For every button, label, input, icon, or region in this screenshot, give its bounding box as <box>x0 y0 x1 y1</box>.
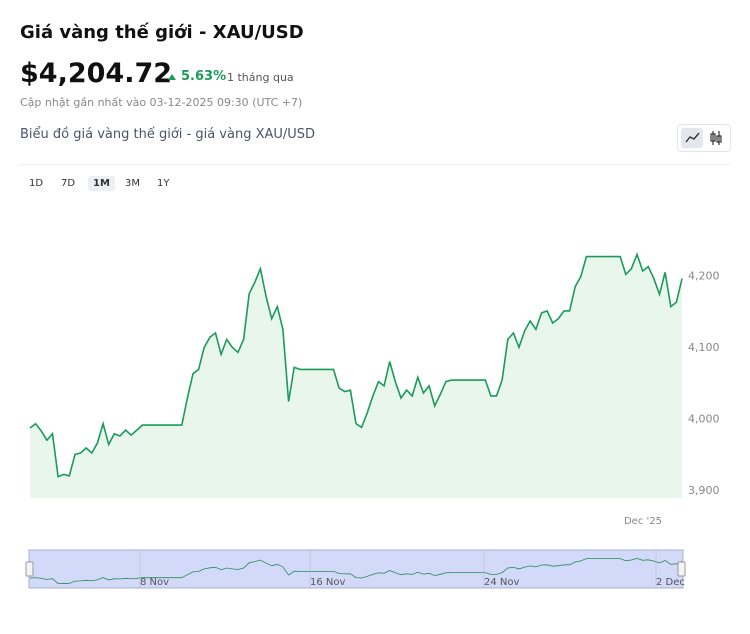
y-tick-label: 4,200 <box>688 270 720 283</box>
navigator <box>28 549 684 589</box>
navigator-label: 24 Nov <box>484 577 520 588</box>
chart-toggle <box>677 124 731 152</box>
period: 1 tháng qua <box>227 71 294 84</box>
separator <box>20 164 730 165</box>
title: Giá vàng thế giới - XAU/USD <box>20 22 304 43</box>
range-button[interactable]: 7D <box>61 178 76 189</box>
range-button[interactable]: 3M <box>125 178 140 189</box>
range-button[interactable]: 1M <box>88 176 115 191</box>
y-tick-label: 4,000 <box>688 412 720 425</box>
updated: Cập nhật gần nhất vào 03-12-2025 09:30 (… <box>20 96 303 109</box>
y-tick-label: 3,900 <box>688 484 720 497</box>
range-button[interactable]: 1D <box>29 178 44 189</box>
navigator-line <box>29 557 683 585</box>
change: 5.63% <box>181 69 227 84</box>
subtitle: Biểu đồ giá vàng thế giới - giá vàng XAU… <box>20 127 316 142</box>
navigator-label: 2 Dec <box>656 577 685 588</box>
price: $4,204.72 <box>20 58 173 89</box>
navigator-label: 8 Nov <box>140 577 169 588</box>
candle-icon[interactable] <box>710 131 722 145</box>
line-icon <box>685 132 700 143</box>
x-tick-label: Dec '25 <box>624 516 662 527</box>
price-line <box>29 252 683 478</box>
navigator-label: 16 Nov <box>310 577 346 588</box>
up-arrow <box>168 74 176 80</box>
range-button[interactable]: 1Y <box>157 178 170 189</box>
navigator-handle[interactable] <box>677 561 686 577</box>
area <box>30 254 682 498</box>
navigator-handle[interactable] <box>25 561 34 577</box>
toggle-icons <box>681 128 722 148</box>
y-tick-label: 4,100 <box>688 341 720 354</box>
